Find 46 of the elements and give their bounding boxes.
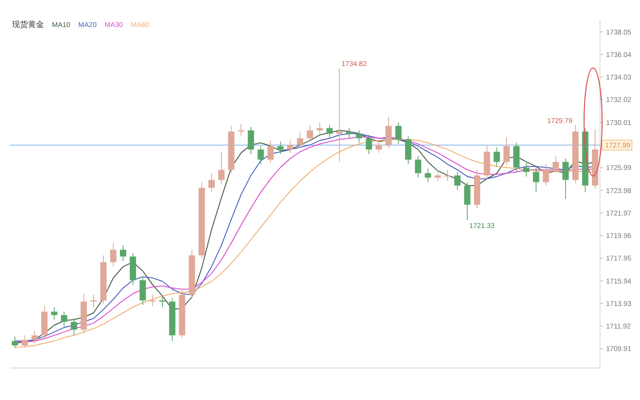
candlestick — [424, 168, 432, 183]
candlestick — [60, 311, 68, 327]
candlestick — [267, 140, 274, 164]
candlestick — [248, 126, 254, 154]
candlestick — [532, 167, 540, 193]
candlestick — [444, 169, 451, 182]
candlestick — [464, 182, 470, 221]
candlestick — [110, 242, 116, 268]
candlestick — [296, 132, 304, 149]
candlestick — [208, 172, 215, 193]
candlestick — [277, 141, 284, 154]
candlestick — [346, 128, 352, 139]
candlestick — [562, 158, 569, 200]
candlestick — [31, 330, 38, 344]
candlestick — [326, 124, 333, 139]
candlestick — [395, 122, 402, 144]
candlestick — [454, 172, 461, 190]
candlestick — [12, 336, 18, 348]
candlestick — [41, 306, 48, 340]
candlestick — [140, 276, 146, 306]
candlestick — [316, 122, 323, 134]
candlestick — [552, 156, 559, 174]
candlestick — [513, 142, 520, 172]
candlestick — [376, 140, 382, 154]
candlestick — [405, 136, 412, 165]
chart-title: 现货黄金 — [12, 20, 44, 29]
candlestick — [258, 146, 264, 165]
candlestick — [51, 306, 58, 320]
candlestick — [130, 252, 136, 286]
candlestick — [287, 138, 294, 154]
candlestick — [306, 124, 314, 142]
candlestick — [149, 294, 156, 306]
candlestick — [503, 136, 510, 166]
candlestick — [218, 151, 225, 185]
candlestick — [385, 116, 392, 149]
candlestick — [484, 144, 490, 180]
candlestick — [70, 318, 78, 336]
candlestick — [494, 146, 500, 167]
candlestick — [542, 164, 550, 186]
candlestick — [22, 334, 28, 348]
candlestick — [366, 134, 372, 154]
candlestick — [414, 156, 422, 178]
candlestick — [120, 244, 126, 262]
candlestick — [434, 169, 441, 182]
candlestick — [523, 162, 530, 177]
candlestick — [356, 130, 362, 144]
